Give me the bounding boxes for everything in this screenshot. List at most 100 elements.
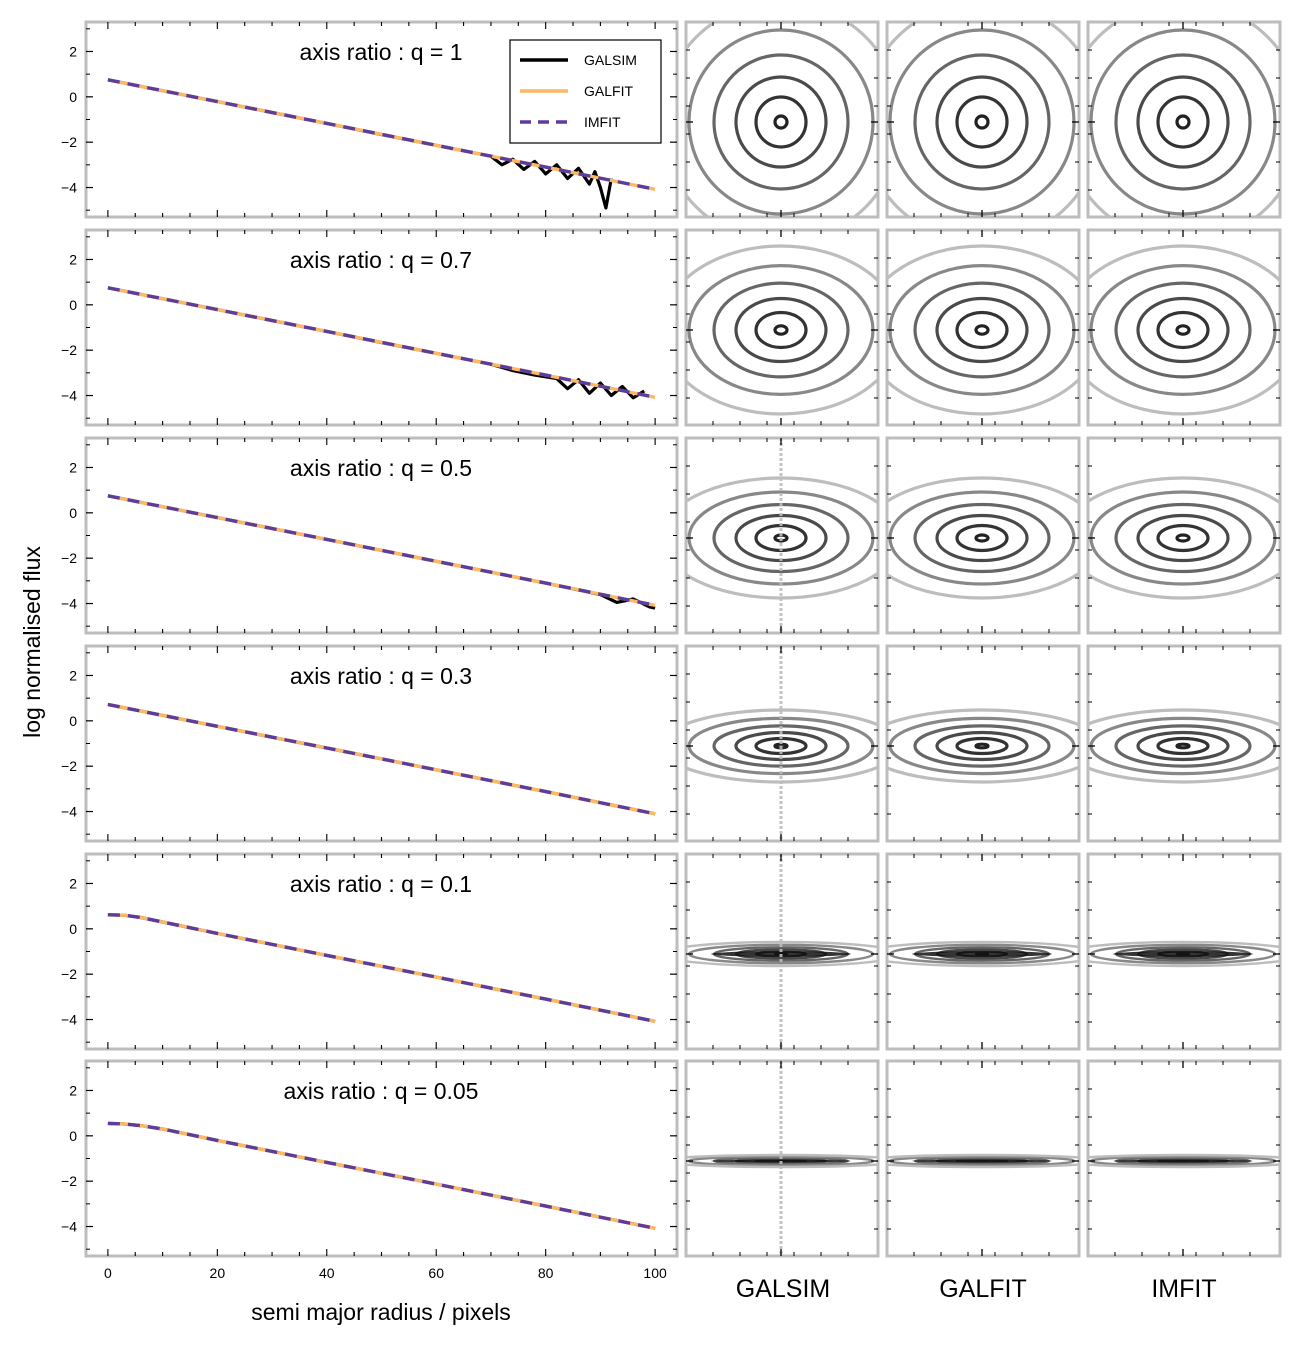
contour-panel — [1086, 1059, 1282, 1258]
isophote-contour — [1156, 95, 1210, 149]
y-tick-label: −4 — [61, 1219, 77, 1235]
panel-title: axis ratio : q = 1 — [300, 39, 463, 65]
y-tick-label: −2 — [61, 134, 77, 150]
contour-frame — [684, 644, 880, 843]
y-tick-label: −4 — [61, 804, 77, 820]
legend-label: GALFIT — [584, 83, 633, 99]
contour-frame — [684, 436, 880, 635]
isophote-contour — [1175, 533, 1191, 543]
y-axis-label: log normalised flux — [19, 546, 45, 738]
panel-title: axis ratio : q = 0.1 — [290, 871, 472, 897]
series-line-imfit — [107, 702, 656, 816]
core-fill — [1113, 951, 1253, 957]
legend-label: IMFIT — [584, 114, 621, 130]
contour-frame — [684, 1059, 880, 1258]
profile-panel: −4 −2 0 2 axis ratio : q = 0.3 — [61, 644, 679, 843]
profile-panel: −4 −2 0 2 axis ratio : q = 0.1 — [61, 852, 679, 1051]
isophote-contour — [1088, 940, 1280, 968]
isophote-contour — [887, 22, 1079, 217]
series-line-imfit — [107, 913, 656, 1023]
contour-panel — [684, 644, 880, 843]
y-tick-label: −4 — [61, 180, 77, 196]
profile-panels: −4 −2 0 2 axis ratio : q = 1 GALSIM GALFIT IMFI… — [61, 20, 679, 1281]
y-tick-label: −2 — [61, 1173, 77, 1189]
y-tick-label: 0 — [69, 505, 77, 521]
x-tick-label: 40 — [319, 1265, 335, 1281]
y-tick-label: −4 — [61, 388, 77, 404]
contour-panel — [885, 644, 1081, 843]
contour-panel — [684, 852, 880, 1051]
isophote-contour — [1089, 264, 1277, 397]
isophote-contour — [913, 53, 1051, 191]
contour-panel — [1086, 228, 1282, 427]
isophote-contour — [1175, 324, 1191, 336]
profile-panel: −4 −2 0 2 axis ratio : q = 0.5 — [61, 436, 679, 635]
contour-panel — [885, 228, 1081, 427]
series-line-imfit — [107, 286, 656, 399]
isophote-contour — [1156, 523, 1210, 553]
y-tick-label: 0 — [69, 713, 77, 729]
x-tick-label: 60 — [428, 1265, 444, 1281]
contour-panel — [885, 852, 1081, 1051]
isophote-contour — [712, 281, 850, 379]
y-tick-label: −2 — [61, 550, 77, 566]
contour-panel — [684, 1059, 880, 1258]
isophote-contour — [734, 296, 828, 364]
isophote-contour — [1156, 736, 1210, 756]
isophote-contour — [887, 1153, 1079, 1169]
y-tick-label: −2 — [61, 758, 77, 774]
isophote-contour — [955, 523, 1009, 553]
y-tick-label: −2 — [61, 342, 77, 358]
isophote-contour — [955, 310, 1009, 350]
contour-panel — [1086, 644, 1282, 843]
contour-frame — [885, 436, 1081, 635]
panel-title: axis ratio : q = 0.5 — [290, 455, 472, 481]
legend: GALSIM GALFIT IMFIT — [509, 39, 662, 144]
isophote-contour — [773, 324, 789, 336]
isophote-contour — [1114, 724, 1252, 768]
contour-frame — [885, 20, 1081, 219]
isophote-contour — [974, 533, 990, 543]
y-tick-label: 2 — [69, 43, 77, 59]
isophote-contour — [935, 730, 1029, 762]
core-fill — [912, 1159, 1052, 1163]
contour-frame — [1086, 436, 1282, 635]
isophote-contour — [1114, 502, 1252, 574]
contour-frame — [1086, 644, 1282, 843]
contour-panel — [885, 1059, 1081, 1258]
isophote-contour — [1089, 28, 1277, 216]
isophote-contour — [887, 940, 1079, 968]
isophote-contour — [1114, 53, 1252, 191]
series-line-galfit — [107, 1121, 656, 1230]
contour-frame — [684, 20, 880, 219]
isophote-contour — [935, 296, 1029, 364]
contour-frame — [684, 228, 880, 427]
isophote-contour — [1088, 708, 1280, 784]
x-tick-label: 20 — [210, 1265, 226, 1281]
isophote-contour — [955, 95, 1009, 149]
isophote-contour — [1136, 513, 1230, 563]
profile-panel: −4 −2 0 2 axis ratio : q = 1 GALSIM GALFIT IMFI… — [61, 20, 679, 219]
contour-panel — [684, 20, 880, 219]
series-line-imfit — [107, 494, 656, 607]
isophote-contour — [734, 75, 828, 169]
contour-frame — [1086, 852, 1282, 1051]
legend-label: GALSIM — [584, 52, 637, 68]
y-tick-label: −4 — [61, 596, 77, 612]
contour-frame — [1086, 20, 1282, 219]
isophote-contour — [1114, 281, 1252, 379]
contour-frame — [1086, 1059, 1282, 1258]
axis-labels: log normalised flux semi major radius / … — [19, 546, 1217, 1325]
isophote-contour — [974, 324, 990, 336]
y-tick-label: −2 — [61, 966, 77, 982]
isophote-contour — [1136, 296, 1230, 364]
panel-title: axis ratio : q = 0.05 — [284, 1078, 479, 1104]
y-tick-label: 0 — [69, 297, 77, 313]
contour-panel — [1086, 436, 1282, 635]
isophote-contour — [935, 513, 1029, 563]
column-label-galfit: GALFIT — [939, 1275, 1027, 1303]
contour-panel — [885, 20, 1081, 219]
core-fill — [1113, 1159, 1253, 1163]
contour-panels — [684, 20, 1282, 1258]
